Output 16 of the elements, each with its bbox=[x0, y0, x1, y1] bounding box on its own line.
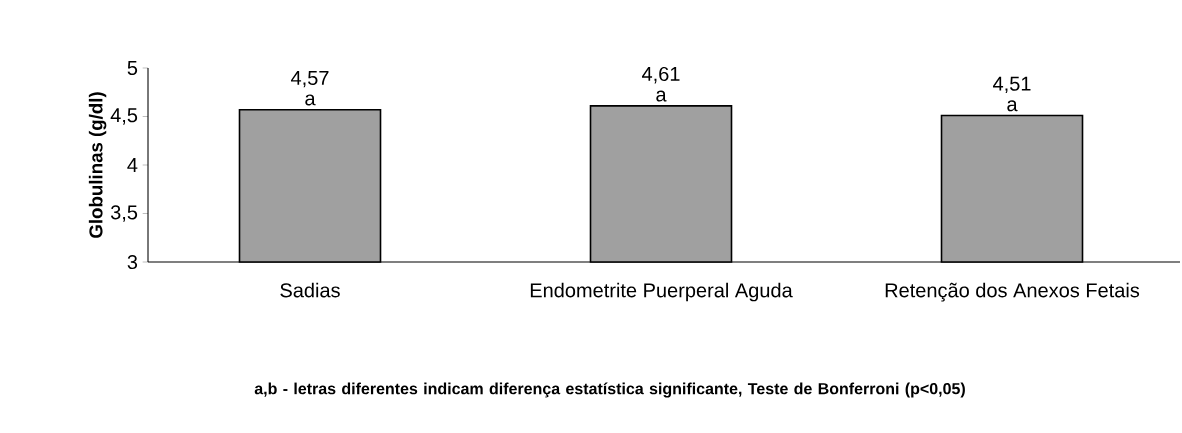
x-tick-label: Retenção dos Anexos Fetais bbox=[885, 282, 1140, 302]
data-label: 4,51 bbox=[993, 76, 1031, 94]
x-tick-label: Sadias bbox=[280, 282, 340, 298]
annotation: a bbox=[656, 90, 667, 102]
data-label: 4,57 bbox=[291, 70, 329, 88]
y-axis-title: Globulinas (g/dl) bbox=[88, 92, 107, 238]
text: a,b - letras diferentes indicam diferença estatística significante, Teste de Bonferroni (p<0,05) bbox=[254, 382, 965, 398]
y-tick-label: 3 bbox=[127, 254, 138, 270]
data-label: 4,61 bbox=[642, 66, 680, 84]
y-tick-label: 5 bbox=[127, 61, 138, 75]
y-tick-label: 4 bbox=[127, 158, 138, 172]
y-tick-label: 3,5 bbox=[110, 205, 138, 222]
annotation: a bbox=[305, 94, 316, 106]
x-tick-label: Endometrite Puerperal Aguda bbox=[530, 282, 793, 302]
annotation: a bbox=[1007, 100, 1018, 112]
y-tick-label: 4,5 bbox=[110, 108, 138, 125]
